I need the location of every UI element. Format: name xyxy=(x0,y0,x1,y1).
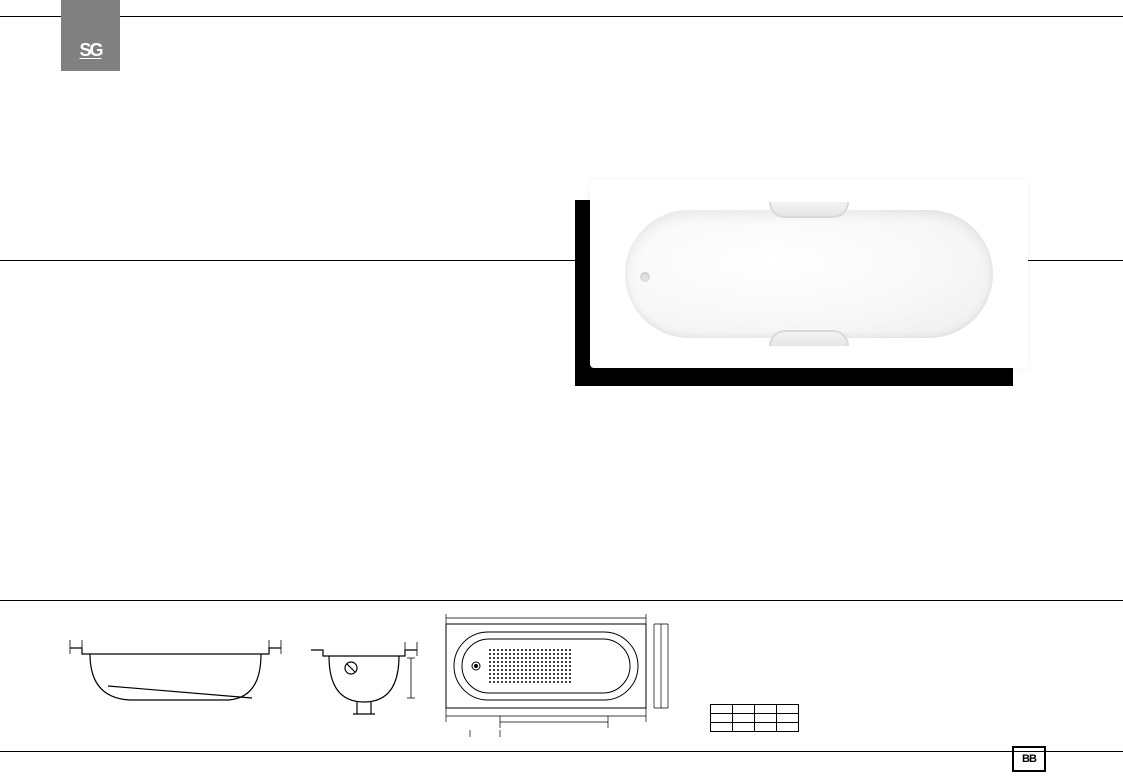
brand-badge: BB xyxy=(1012,746,1046,772)
logo-tab: SG xyxy=(61,0,120,71)
product-image xyxy=(590,180,1028,368)
dimension-table xyxy=(710,704,799,732)
brand-badge-text: BB xyxy=(1022,753,1036,765)
logo-text: SG xyxy=(79,40,101,61)
tech-drawing-side-long xyxy=(68,640,283,710)
bathtub-drain xyxy=(640,272,650,282)
tech-drawing-side-short xyxy=(305,640,423,720)
table-row xyxy=(711,723,799,732)
tech-drawing-plan xyxy=(440,612,675,737)
table-row xyxy=(711,705,799,714)
bathtub-handle-top xyxy=(769,202,849,218)
bathtub-handle-bottom xyxy=(769,330,849,346)
bathtub-basin xyxy=(625,210,993,338)
table-row xyxy=(711,714,799,723)
